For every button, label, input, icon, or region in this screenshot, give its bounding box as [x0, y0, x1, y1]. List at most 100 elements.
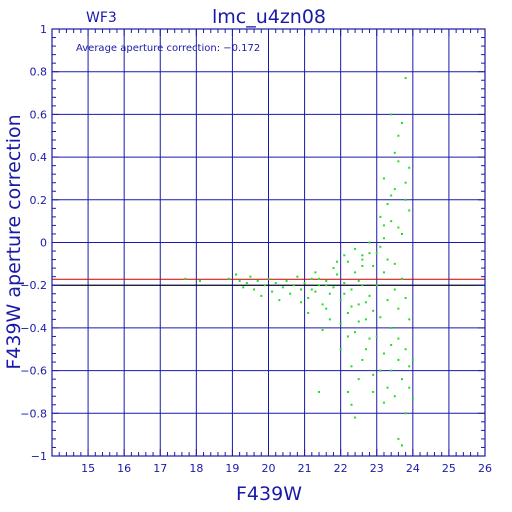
data-point: [386, 299, 389, 302]
data-point: [249, 275, 252, 278]
y-tick-label: 0.6: [30, 108, 48, 121]
x-axis-label: F439W: [236, 483, 302, 505]
y-tick-label: 0.4: [30, 151, 48, 164]
data-point: [375, 335, 378, 338]
data-point: [408, 365, 411, 368]
data-point: [292, 284, 295, 287]
data-point: [408, 318, 411, 321]
data-point: [325, 284, 328, 287]
data-point: [318, 284, 321, 287]
data-point: [382, 401, 385, 404]
data-point: [401, 121, 404, 124]
data-point: [281, 286, 284, 289]
data-point: [379, 369, 382, 372]
x-tick-label: 21: [298, 462, 312, 475]
data-point: [393, 395, 396, 398]
grid-lines: [52, 29, 485, 456]
data-point: [346, 390, 349, 393]
x-tick-label: 20: [262, 462, 276, 475]
data-point: [263, 284, 266, 287]
data-point: [350, 365, 353, 368]
y-tick-label: −0.6: [20, 365, 47, 378]
data-point: [401, 444, 404, 447]
data-point: [339, 299, 342, 302]
data-point: [346, 335, 349, 338]
data-point: [325, 279, 328, 282]
data-point: [397, 358, 400, 361]
data-point: [198, 279, 201, 282]
data-point: [393, 262, 396, 265]
data-point: [382, 271, 385, 274]
data-point: [401, 277, 404, 280]
data-point: [321, 303, 324, 306]
data-point: [299, 288, 302, 291]
data-point: [343, 292, 346, 295]
data-point: [404, 181, 407, 184]
data-point: [382, 224, 385, 227]
data-point: [271, 290, 274, 293]
y-tick-label: 1: [40, 23, 47, 36]
data-point: [393, 188, 396, 191]
data-point: [310, 277, 313, 280]
data-point: [368, 337, 371, 340]
data-point: [267, 277, 270, 280]
data-point: [361, 264, 364, 267]
data-point: [393, 151, 396, 154]
data-point: [332, 286, 335, 289]
data-point: [346, 260, 349, 263]
data-point: [390, 326, 393, 329]
data-point: [379, 215, 382, 218]
data-point: [390, 113, 393, 116]
data-point: [253, 288, 256, 291]
data-point: [397, 226, 400, 229]
data-point: [357, 320, 360, 323]
x-tick-label: 19: [225, 462, 239, 475]
data-point: [364, 301, 367, 304]
data-point: [408, 209, 411, 212]
data-point: [361, 254, 364, 257]
data-point: [274, 282, 277, 285]
x-tick-labels: 15 16 17 18 19 20 21 22 23 24 25 26: [81, 462, 492, 475]
data-point: [339, 322, 342, 325]
data-point: [296, 275, 299, 278]
data-point: [372, 390, 375, 393]
y-tick-label: 0.2: [30, 194, 48, 207]
data-point: [364, 318, 367, 321]
y-tick-labels: −1 −0.8 −0.6 −0.4 −0.2 0 0.2 0.4 0.6 0.8 1: [20, 23, 47, 463]
data-point: [401, 378, 404, 381]
data-point: [404, 77, 407, 80]
panel-label: WF3: [86, 10, 117, 26]
data-point: [339, 348, 342, 351]
data-point: [325, 307, 328, 310]
x-tick-label: 15: [81, 462, 95, 475]
data-point: [404, 198, 407, 201]
data-point: [354, 416, 357, 419]
x-tick-label: 26: [478, 462, 492, 475]
data-point: [382, 352, 385, 355]
data-point: [357, 303, 360, 306]
data-point: [260, 294, 263, 297]
data-point: [401, 232, 404, 235]
data-point: [375, 284, 378, 287]
data-point: [310, 288, 313, 291]
y-tick-label: 0: [40, 237, 47, 250]
data-point: [321, 329, 324, 332]
data-point: [238, 279, 241, 282]
data-point: [397, 337, 400, 340]
data-point: [404, 348, 407, 351]
data-point: [361, 358, 364, 361]
y-tick-label: −0.8: [20, 407, 47, 420]
data-point: [314, 290, 317, 293]
data-point: [289, 292, 292, 295]
data-point: [411, 397, 414, 400]
data-point: [328, 318, 331, 321]
data-point: [256, 279, 259, 282]
data-point: [390, 220, 393, 223]
data-point: [227, 277, 230, 280]
y-tick-label: −1: [31, 450, 47, 463]
data-point: [354, 247, 357, 250]
data-point: [235, 273, 238, 276]
data-point: [307, 311, 310, 314]
tick-marks: [51, 28, 486, 457]
